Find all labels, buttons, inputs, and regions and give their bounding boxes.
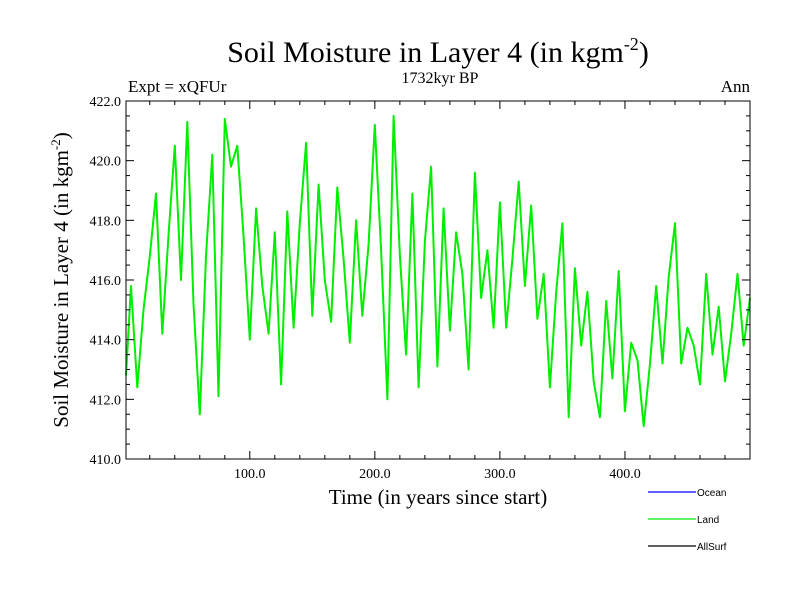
- experiment-label: Expt = xQFUr: [128, 77, 227, 96]
- legend-label-allsurf: AllSurf: [697, 542, 727, 553]
- y-ticks: 410.0 412.0 414.0 416.0 418.0 420.0 422.0: [90, 95, 750, 468]
- x-tick-label: 200.0: [359, 467, 391, 482]
- chart-subtitle: 1732kyr BP: [402, 70, 479, 87]
- y-axis-label: Soil Moisture in Layer 4 (in kgm-2): [48, 132, 73, 427]
- legend: Ocean Land AllSurf: [648, 488, 727, 553]
- y-tick-label: 416.0: [90, 274, 122, 289]
- series-layer: [125, 114, 751, 428]
- y-tick-label: 418.0: [90, 214, 122, 229]
- x-tick-label: 400.0: [609, 467, 641, 482]
- x-tick-label: 100.0: [234, 467, 266, 482]
- x-ticks: 100.0 200.0 300.0 400.0: [149, 101, 726, 482]
- legend-label-land: Land: [697, 515, 719, 526]
- y-tick-label: 412.0: [90, 393, 122, 408]
- x-tick-label: 300.0: [484, 467, 516, 482]
- y-tick-label: 422.0: [90, 95, 122, 110]
- series-line-land: [125, 114, 751, 428]
- y-tick-label: 414.0: [90, 334, 122, 349]
- x-axis-label: Time (in years since start): [329, 485, 548, 509]
- chart-title: Soil Moisture in Layer 4 (in kgm-2): [227, 34, 649, 69]
- plot-area: 100.0 200.0 300.0 400.0 410.0 412.0 414.0 416.…: [90, 95, 751, 482]
- plot-frame: [125, 100, 751, 460]
- season-label: Ann: [721, 77, 751, 96]
- y-tick-label: 410.0: [90, 453, 122, 468]
- y-tick-label: 420.0: [90, 155, 122, 170]
- legend-label-ocean: Ocean: [697, 488, 726, 499]
